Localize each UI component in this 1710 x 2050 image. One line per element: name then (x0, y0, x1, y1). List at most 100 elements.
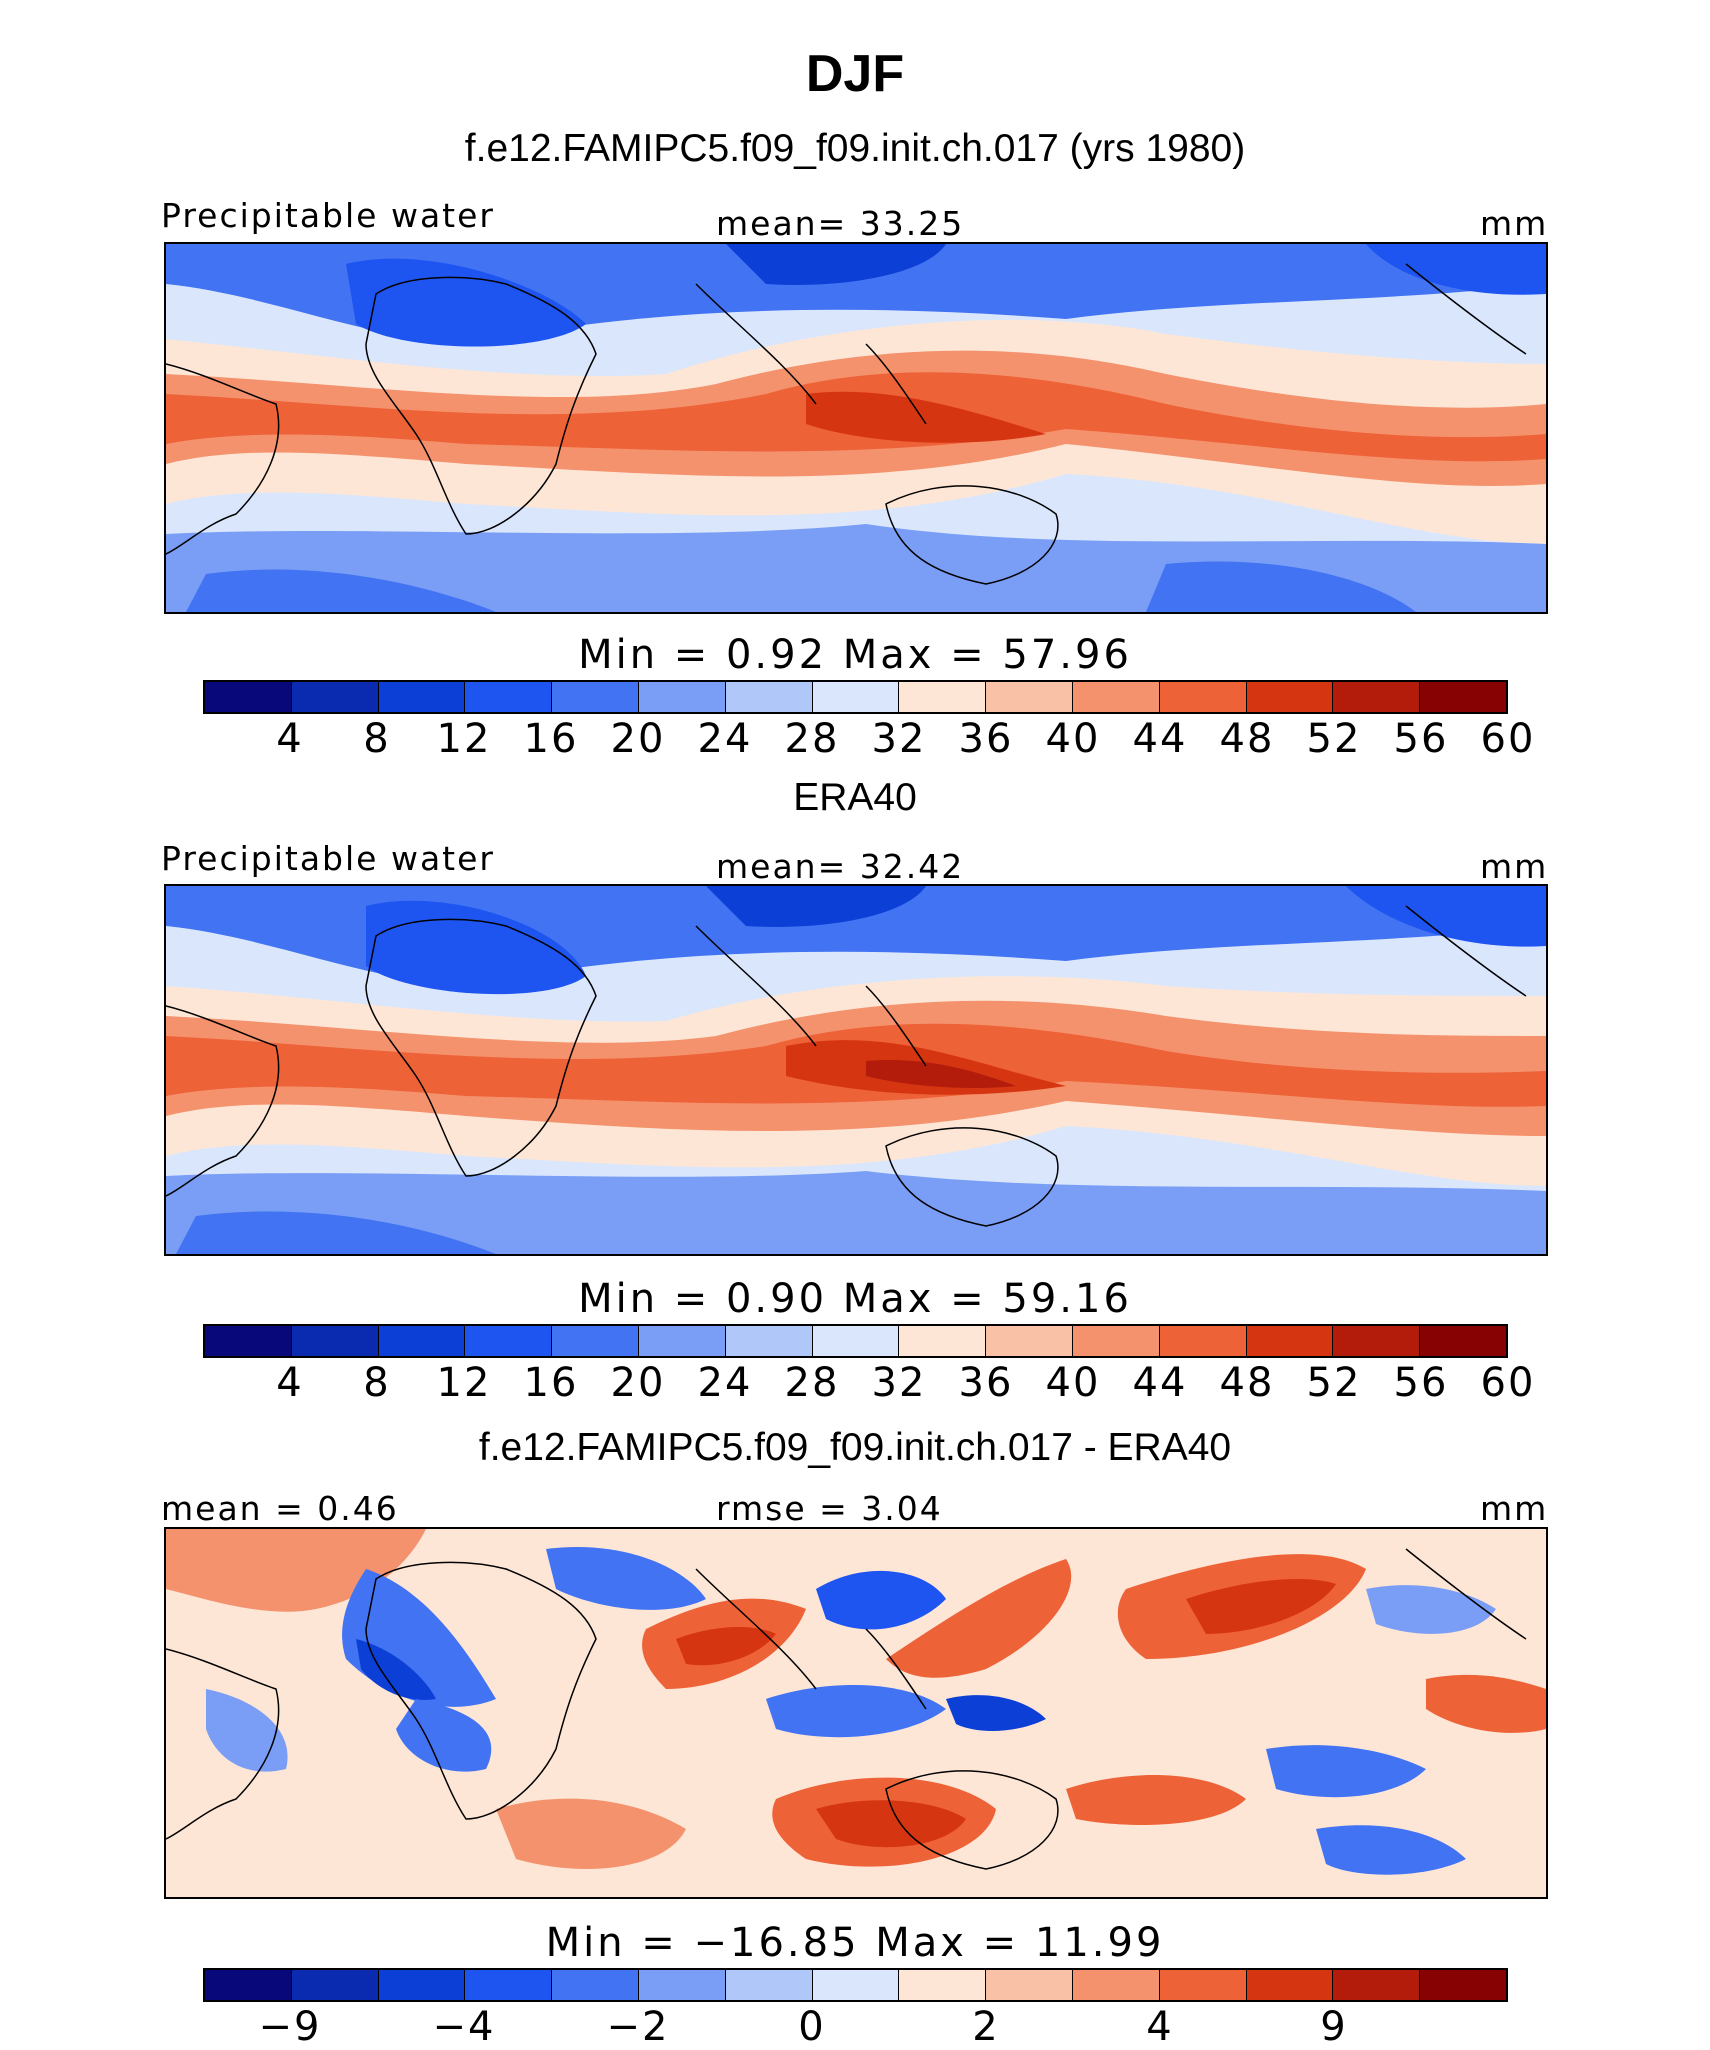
panel-2-title: ERA40 (793, 776, 917, 819)
colorbar-swatch (1159, 1326, 1247, 1356)
panel-2-colorbar (203, 1324, 1508, 1358)
colorbar-tick-label: 60 (1480, 716, 1536, 762)
colorbar-swatch (1159, 1970, 1247, 2000)
colorbar-swatch (899, 682, 987, 712)
colorbar-swatch (291, 1326, 379, 1356)
colorbar-swatch (378, 682, 466, 712)
colorbar-tick-label: 44 (1132, 716, 1188, 762)
colorbar-swatch (812, 1326, 900, 1356)
panel-3-colorbar (203, 1968, 1508, 2002)
colorbar-swatch (1072, 1970, 1160, 2000)
colorbar-swatch (1333, 1326, 1421, 1356)
panel-2-mean-label: mean= 32.42 (716, 847, 965, 886)
colorbar-swatch (465, 1326, 553, 1356)
colorbar-tick-label: 20 (610, 1360, 666, 1406)
colorbar-tick-label: 4 (276, 716, 304, 762)
colorbar-swatch (1420, 1970, 1506, 2000)
colorbar-tick-label: −9 (258, 2004, 322, 2050)
colorbar-swatch (812, 1970, 900, 2000)
colorbar-tick-label: 60 (1480, 1360, 1536, 1406)
panel-1-title: f.e12.FAMIPC5.f09_f09.init.ch.017 (yrs 1… (464, 127, 1246, 170)
colorbar-swatch (1333, 682, 1421, 712)
colorbar-tick-label: 40 (1045, 716, 1101, 762)
colorbar-swatch (899, 1970, 987, 2000)
panel-2-contour-field (166, 886, 1546, 1254)
colorbar-swatch (812, 682, 900, 712)
figure-title: DJF (805, 45, 905, 103)
colorbar-swatch (1246, 1326, 1334, 1356)
colorbar-tick-label: 52 (1306, 716, 1362, 762)
colorbar-swatch (1072, 1326, 1160, 1356)
panel-3-title: f.e12.FAMIPC5.f09_f09.init.ch.017 - ERA4… (478, 1426, 1232, 1469)
panel-1-map (164, 242, 1548, 614)
panel-1-colorbar (203, 680, 1508, 714)
panel-1-units-label: mm (1480, 204, 1549, 243)
colorbar-tick-label: 56 (1393, 1360, 1449, 1406)
panel-2-variable-label: Precipitable water (161, 839, 495, 878)
panel-3-rmse-label: rmse = 3.04 (716, 1489, 943, 1528)
panel-3-min-max: Min = −16.85 Max = 11.99 (545, 1920, 1165, 1966)
colorbar-swatch (986, 1326, 1073, 1356)
colorbar-swatch (205, 682, 292, 712)
panel-2-units-label: mm (1480, 847, 1549, 886)
colorbar-tick-label: 48 (1219, 1360, 1275, 1406)
colorbar-tick-label: 8 (363, 716, 391, 762)
colorbar-swatch (378, 1970, 466, 2000)
colorbar-tick-label: 9 (1320, 2004, 1348, 2050)
colorbar-tick-label: 2 (972, 2004, 1000, 2050)
colorbar-tick-label: 12 (436, 716, 492, 762)
colorbar-swatch (1072, 682, 1160, 712)
colorbar-tick-label: −4 (432, 2004, 496, 2050)
panel-1-contour-field (166, 244, 1546, 612)
colorbar-tick-label: 40 (1045, 1360, 1101, 1406)
panel-1-variable-label: Precipitable water (161, 196, 495, 235)
colorbar-swatch (986, 682, 1073, 712)
colorbar-tick-label: 16 (523, 716, 579, 762)
colorbar-swatch (986, 1970, 1073, 2000)
colorbar-swatch (725, 1970, 813, 2000)
panel-3-map (164, 1527, 1548, 1899)
colorbar-swatch (378, 1326, 466, 1356)
colorbar-tick-label: 36 (958, 1360, 1014, 1406)
colorbar-swatch (1246, 682, 1334, 712)
colorbar-swatch (1420, 1326, 1506, 1356)
colorbar-tick-label: 52 (1306, 1360, 1362, 1406)
colorbar-tick-label: 48 (1219, 716, 1275, 762)
colorbar-tick-label: 4 (276, 1360, 304, 1406)
colorbar-tick-label: 0 (798, 2004, 826, 2050)
colorbar-swatch (899, 1326, 987, 1356)
colorbar-swatch (725, 682, 813, 712)
colorbar-swatch (291, 1970, 379, 2000)
colorbar-tick-label: 8 (363, 1360, 391, 1406)
colorbar-tick-label: 4 (1146, 2004, 1174, 2050)
colorbar-swatch (1420, 682, 1506, 712)
colorbar-tick-label: 28 (784, 716, 840, 762)
panel-1-mean-label: mean= 33.25 (716, 204, 965, 243)
colorbar-tick-label: 32 (871, 716, 927, 762)
colorbar-tick-label: 44 (1132, 1360, 1188, 1406)
colorbar-swatch (291, 682, 379, 712)
colorbar-swatch (205, 1326, 292, 1356)
colorbar-tick-label: 12 (436, 1360, 492, 1406)
panel-3-units-label: mm (1480, 1489, 1549, 1528)
colorbar-swatch (552, 1970, 639, 2000)
colorbar-tick-label: 24 (697, 716, 753, 762)
colorbar-swatch (465, 1970, 553, 2000)
panel-2-map (164, 884, 1548, 1256)
colorbar-swatch (465, 682, 553, 712)
colorbar-swatch (638, 1326, 726, 1356)
colorbar-swatch (552, 1326, 639, 1356)
colorbar-tick-label: 56 (1393, 716, 1449, 762)
colorbar-tick-label: 24 (697, 1360, 753, 1406)
colorbar-tick-label: 16 (523, 1360, 579, 1406)
colorbar-tick-label: 36 (958, 716, 1014, 762)
panel-3-mean-label: mean = 0.46 (161, 1489, 399, 1528)
colorbar-swatch (1246, 1970, 1334, 2000)
panel-1-min-max: Min = 0.92 Max = 57.96 (578, 632, 1132, 678)
colorbar-swatch (1333, 1970, 1421, 2000)
colorbar-swatch (638, 1970, 726, 2000)
colorbar-swatch (205, 1970, 292, 2000)
colorbar-swatch (552, 682, 639, 712)
colorbar-tick-label: 28 (784, 1360, 840, 1406)
colorbar-swatch (725, 1326, 813, 1356)
